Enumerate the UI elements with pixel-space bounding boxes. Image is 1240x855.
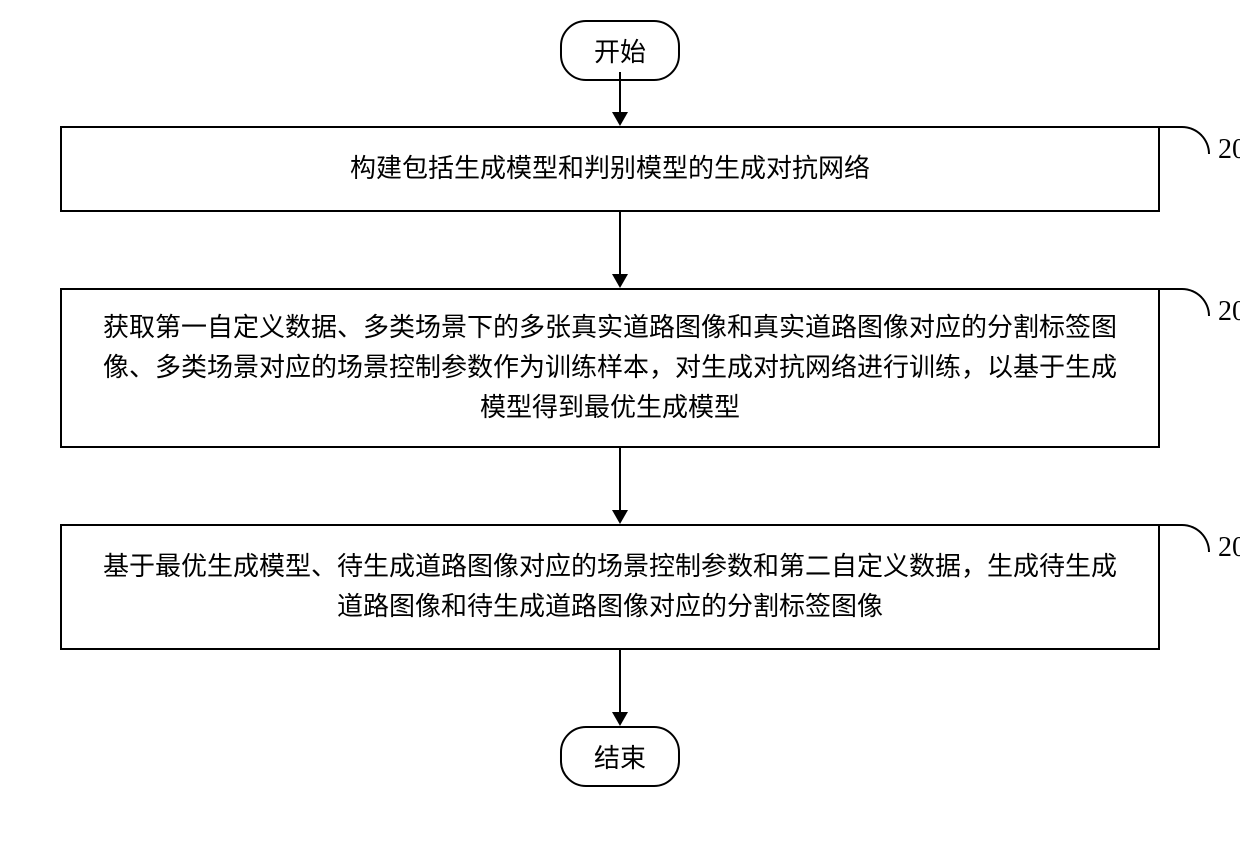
label-leader-202 xyxy=(1160,288,1210,316)
step-label-202: 202 xyxy=(1218,296,1240,328)
terminal-end: 结束 xyxy=(560,726,680,787)
step-label-203: 203 xyxy=(1218,532,1240,564)
arrow-head-203-to-end xyxy=(612,712,628,726)
label-leader-201 xyxy=(1160,126,1210,154)
process-step-203-text: 基于最优生成模型、待生成道路图像对应的场景控制参数和第二自定义数据，生成待生成道… xyxy=(92,547,1128,628)
arrow-head-202-to-203 xyxy=(612,510,628,524)
process-step-202-text: 获取第一自定义数据、多类场景下的多张真实道路图像和真实道路图像对应的分割标签图像… xyxy=(92,308,1128,429)
arrow-head-start-to-201 xyxy=(612,112,628,126)
terminal-start-label: 开始 xyxy=(594,38,646,67)
arrow-201-to-202 xyxy=(619,212,621,274)
process-step-203: 基于最优生成模型、待生成道路图像对应的场景控制参数和第二自定义数据，生成待生成道… xyxy=(60,524,1160,650)
process-step-201: 构建包括生成模型和判别模型的生成对抗网络 xyxy=(60,126,1160,212)
arrow-203-to-end xyxy=(619,650,621,712)
arrow-start-to-201 xyxy=(619,72,621,112)
step-label-201: 201 xyxy=(1218,134,1240,166)
arrow-head-201-to-202 xyxy=(612,274,628,288)
terminal-end-label: 结束 xyxy=(594,744,646,773)
process-step-201-text: 构建包括生成模型和判别模型的生成对抗网络 xyxy=(350,149,870,189)
arrow-202-to-203 xyxy=(619,448,621,510)
label-leader-203 xyxy=(1160,524,1210,552)
process-step-202: 获取第一自定义数据、多类场景下的多张真实道路图像和真实道路图像对应的分割标签图像… xyxy=(60,288,1160,448)
